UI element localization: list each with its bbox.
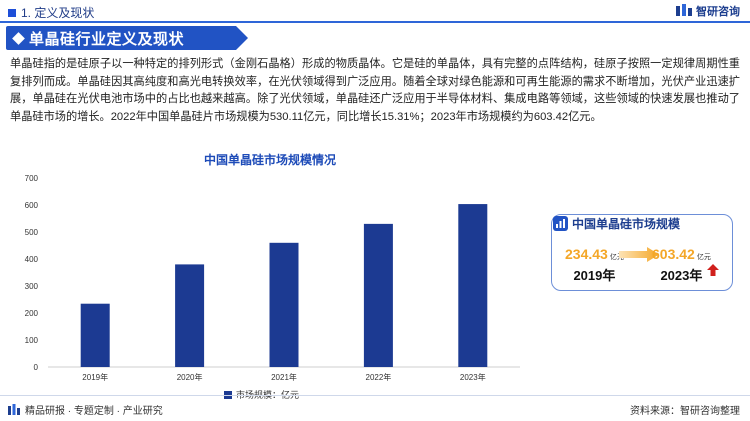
description-paragraph: 单晶硅指的是硅原子以一种特定的排列形式（金刚石晶格）形成的物质晶体。它是硅的单晶…	[10, 58, 740, 123]
page-title: 单晶硅行业定义及现状	[29, 30, 185, 48]
stat-2023-year: 2023年	[660, 268, 703, 283]
summary-card-header: 中国单晶硅市场规模	[553, 215, 680, 232]
header-divider	[0, 21, 750, 23]
bar-2023年	[458, 204, 488, 367]
brand-name: 智研咨询	[696, 6, 740, 18]
y-tick-label: 100	[25, 336, 39, 345]
chart-badge-icon	[553, 216, 568, 231]
y-tick-label: 200	[25, 309, 39, 318]
bar-2019年	[80, 303, 110, 367]
bar-2022年	[363, 223, 393, 367]
y-tick-label: 300	[25, 282, 39, 291]
y-tick-label: 0	[34, 363, 39, 372]
x-tick-label: 2020年	[177, 372, 203, 382]
page-title-bar: 单晶硅行业定义及现状	[6, 26, 248, 50]
footer-tagline-text: 精品研报 · 专题定制 · 产业研究	[25, 406, 163, 417]
market-size-chart: 0 100 200 300 400 500 600 700 2019年 2020年 2021年 202…	[25, 174, 520, 382]
summary-card-title: 中国单晶硅市场规模	[572, 217, 681, 231]
y-tick-label: 500	[25, 228, 39, 237]
section-label-text: 1. 定义及现状	[21, 6, 95, 20]
y-tick-label: 600	[25, 201, 39, 210]
y-tick-label: 700	[25, 174, 39, 183]
footer-logo-icon	[8, 404, 20, 415]
x-tick-label: 2023年	[460, 372, 486, 382]
stat-2023-value: 603.42	[652, 246, 695, 262]
diamond-icon	[12, 31, 25, 45]
section-square-icon	[8, 8, 16, 17]
brand-mark-icon	[676, 4, 692, 16]
chart-title: 中国单晶硅市场规模情况	[203, 153, 336, 167]
x-tick-label: 2022年	[366, 372, 392, 382]
stat-2019-year: 2019年	[573, 268, 616, 283]
section-label: 1. 定义及现状	[8, 4, 94, 21]
right-arrow-icon	[619, 247, 659, 262]
source-note: 资料来源：智研咨询整理	[630, 406, 740, 417]
y-tick-label: 400	[25, 255, 39, 264]
footer-tagline: 精品研报 · 专题定制 · 产业研究	[8, 402, 163, 417]
brand-logo: 智研咨询	[676, 3, 740, 19]
stat-2023: 603.42 亿元 2023年	[652, 246, 711, 284]
x-tick-label: 2019年	[82, 372, 108, 382]
stat-2023-unit: 亿元	[696, 254, 711, 261]
top-header: 1. 定义及现状 智研咨询	[0, 0, 750, 23]
x-tick-label: 2021年	[271, 372, 297, 382]
stat-2019-value: 234.43	[565, 246, 608, 262]
stat-2019-unit: 亿元	[609, 254, 624, 261]
bar-2021年	[269, 242, 299, 367]
up-arrow-icon	[707, 264, 719, 276]
legend-swatch	[224, 390, 232, 399]
bar-2020年	[175, 264, 205, 367]
stat-2019: 234.43 亿元 2019年	[565, 246, 624, 284]
footer-divider	[0, 395, 750, 396]
